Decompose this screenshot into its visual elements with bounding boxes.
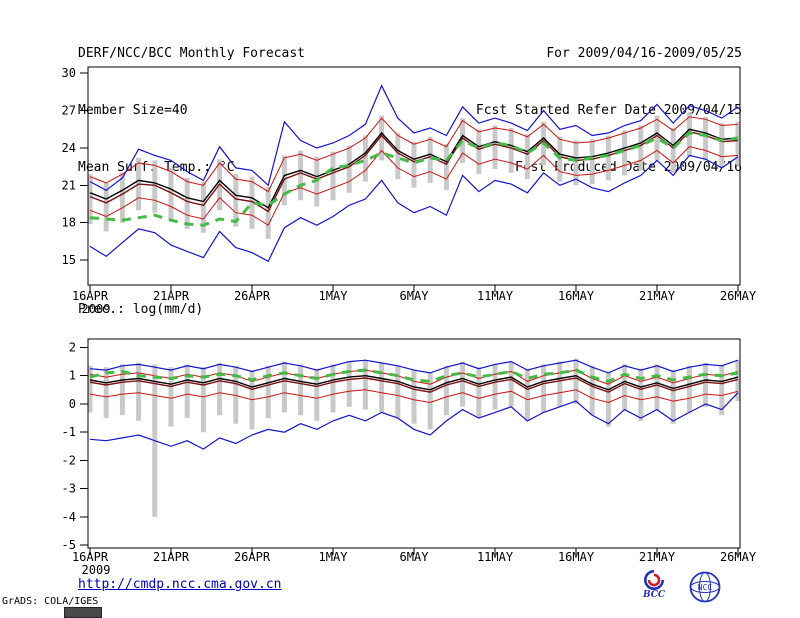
- temperature-chart: 15 18 21 24 27 30 16APR 21APR 26APR 1MAY 6MAY 11MAY…: [62, 66, 757, 316]
- y-tick-label: -5: [62, 538, 76, 552]
- x-tick-label: 16APR: [72, 550, 109, 564]
- x-tick-label: 26APR: [234, 550, 271, 564]
- y-tick-label: -2: [62, 453, 76, 467]
- y-tick-label: 2: [69, 340, 76, 354]
- bcc-logo-icon: [644, 570, 665, 590]
- series-ensemble-min: [89, 154, 739, 263]
- x-tick-label: 16APR: [72, 289, 109, 303]
- y-tick-label: -3: [62, 482, 76, 496]
- x-tick-label: 21APR: [153, 289, 190, 303]
- x-axis-year-label: 2009: [82, 563, 111, 577]
- refer-date-label: Fcst Started Refer Date 2009/04/15: [475, 103, 742, 118]
- y-tick-label: 27: [62, 104, 76, 118]
- y-tick-label: 1: [69, 369, 76, 383]
- grads-credit: GrADS: COLA/IGES: [2, 596, 99, 607]
- series-mean-minus-std: [89, 389, 739, 404]
- x-tick-label: 11MAY: [477, 289, 514, 303]
- x-tick-label: 26MAY: [720, 289, 757, 303]
- x-axis-year-label: 2009: [82, 302, 111, 316]
- forecast-period-label: For 2009/04/16-2009/05/25: [546, 46, 742, 61]
- y-tick-label: 18: [62, 216, 76, 230]
- source-url-link[interactable]: http://cmdp.ncc.cma.gov.cn: [78, 577, 282, 592]
- series-ensemble-mean: [89, 128, 739, 209]
- precipitation-variable-label: Prec.: log(mm/d): [78, 302, 204, 317]
- series-mean-minus-std: [89, 146, 739, 226]
- y-tick-label: 21: [62, 178, 76, 192]
- x-tick-label: 21MAY: [639, 550, 676, 564]
- x-tick-label: 26MAY: [720, 550, 757, 564]
- precipitation-chart: -5 -4 -3 -2 -1 0 1 2 16APR 21APR 26APR 1MAY 6MAY 11MA…: [62, 338, 757, 577]
- x-tick-label: 1MAY: [319, 289, 349, 303]
- x-tick-label: 21APR: [153, 550, 190, 564]
- series-control-run: [89, 377, 739, 393]
- x-tick-label: 16MAY: [558, 550, 595, 564]
- x-tick-label: 11MAY: [477, 550, 514, 564]
- x-tick-label: 6MAY: [400, 289, 430, 303]
- ncc-logo-label: NCC: [698, 583, 713, 592]
- series-ensemble-max: [89, 359, 739, 374]
- ncc-logo-icon: NCC: [689, 571, 721, 603]
- x-tick-label: 16MAY: [558, 289, 595, 303]
- ensemble-spread-bars: [87, 113, 741, 239]
- y-tick-label: -4: [62, 510, 76, 524]
- y-tick-label: 30: [62, 66, 76, 80]
- series-mean-plus-std: [89, 369, 739, 385]
- x-tick-label: 1MAY: [319, 550, 349, 564]
- bcc-logo: BCC: [643, 569, 665, 600]
- series-ensemble-max: [89, 84, 739, 192]
- y-tick-label: 24: [62, 141, 76, 155]
- y-tick-label: 15: [62, 253, 76, 267]
- x-tick-label: 21MAY: [639, 289, 676, 303]
- x-tick-label: 26APR: [234, 289, 271, 303]
- x-tick-label: 6MAY: [400, 550, 430, 564]
- ncc-logo: NCC: [689, 571, 721, 603]
- series-control-run: [89, 131, 739, 213]
- series-mean-plus-std: [89, 116, 739, 193]
- taskbar-button-fragment[interactable]: [64, 607, 102, 618]
- member-size-label: Member Size=40: [78, 103, 188, 118]
- series-ensemble-mean: [89, 374, 739, 391]
- plot-title: DERF/NCC/BCC Monthly Forecast: [78, 46, 305, 61]
- y-tick-label: -1: [62, 425, 76, 439]
- bcc-logo-label: BCC: [643, 590, 666, 600]
- y-tick-label: 0: [69, 397, 76, 411]
- series-ensemble-min: [89, 392, 739, 450]
